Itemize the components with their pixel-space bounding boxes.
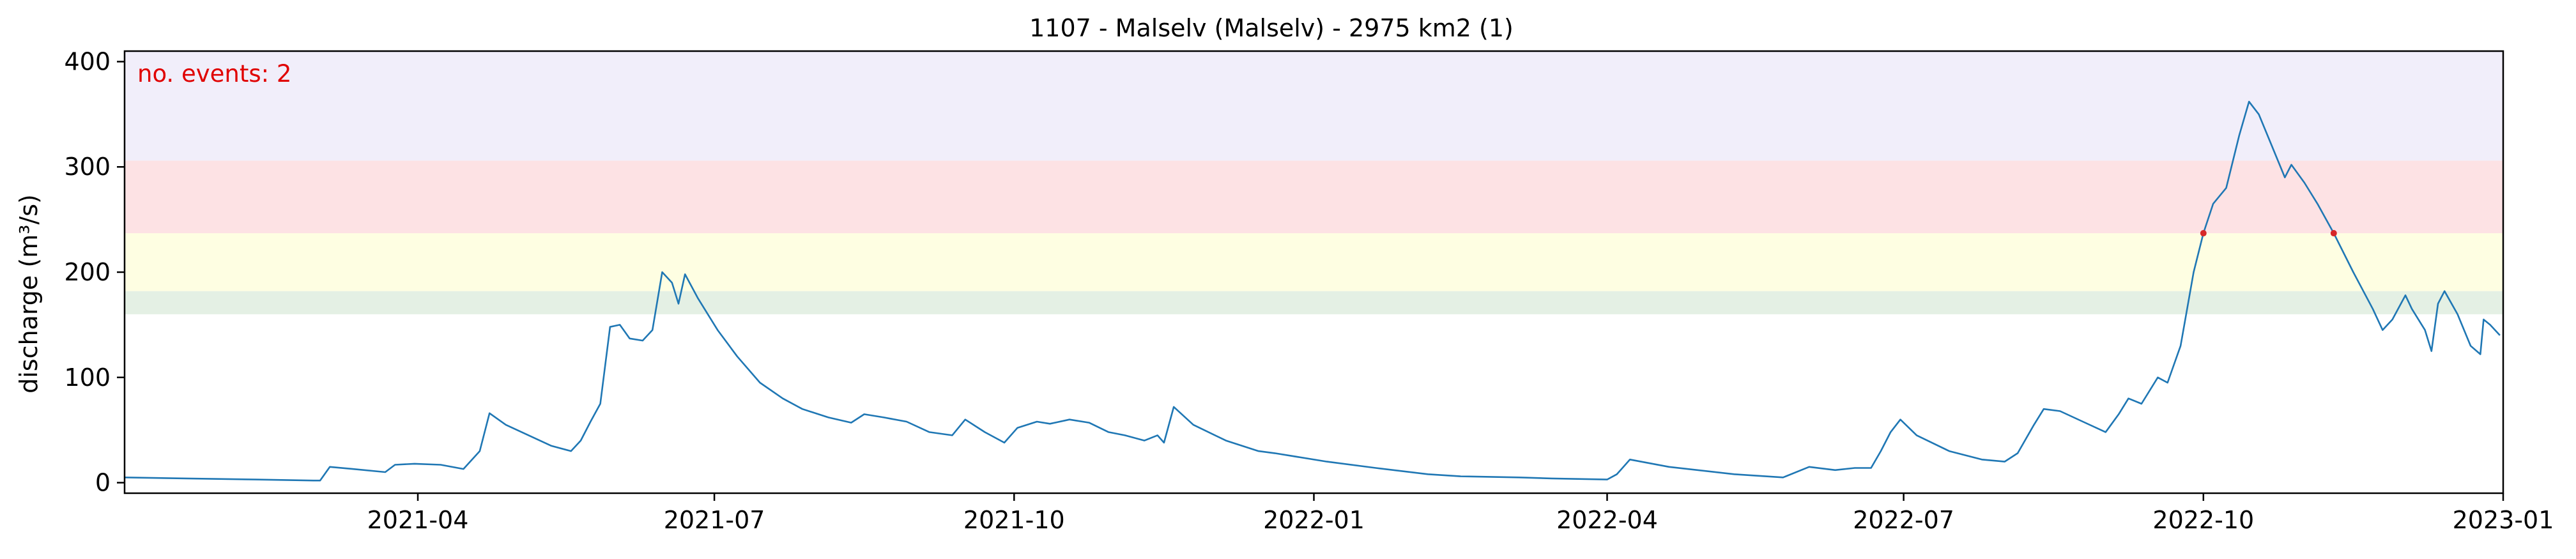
event-markers: [2200, 230, 2337, 237]
threshold-band-2: [125, 160, 2503, 234]
x-tick-label: 2021-04: [367, 506, 469, 534]
threshold-bands: [125, 51, 2503, 314]
event-marker-1: [2330, 230, 2337, 237]
event-count-annotation: no. events: 2: [137, 60, 291, 88]
y-tick-label: 100: [64, 364, 111, 392]
series-layer: [124, 100, 2501, 482]
y-tick-label: 200: [64, 258, 111, 286]
plot-frame: [123, 50, 2504, 494]
x-axis-ticks: 2021-04 2021-07 2021-10 2022-01 2022-04 2022-…: [367, 493, 2554, 534]
x-tick-label: 2021-07: [664, 506, 765, 534]
discharge-line-0: [124, 100, 2501, 482]
y-tick-label: 400: [64, 47, 111, 75]
y-tick-label: 300: [64, 153, 111, 181]
x-tick-label: 2022-01: [1263, 506, 1365, 534]
threshold-band-1: [125, 233, 2503, 291]
x-tick-label: 2022-07: [1853, 506, 1954, 534]
threshold-band-3: [125, 51, 2503, 161]
chart-title: 1107 - Malselv (Malselv) - 2975 km2 (1): [1029, 14, 1514, 42]
y-axis-label: discharge (m³/s): [15, 194, 43, 394]
y-axis-ticks: 0 100 200 300 400: [64, 47, 125, 497]
event-marker-0: [2200, 230, 2207, 237]
x-tick-label: 2021-10: [963, 506, 1065, 534]
x-tick-label: 2022-10: [2152, 506, 2254, 534]
y-tick-label: 0: [95, 469, 111, 497]
x-tick-label: 2022-04: [1556, 506, 1658, 534]
x-tick-label: 2023-01: [2453, 506, 2554, 534]
threshold-band-0: [125, 291, 2503, 314]
